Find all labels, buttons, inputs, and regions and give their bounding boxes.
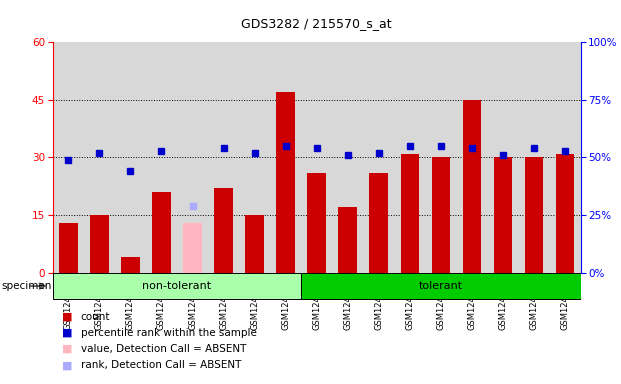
Bar: [525, 157, 543, 273]
Text: GDS3282 / 215570_s_at: GDS3282 / 215570_s_at: [242, 17, 392, 30]
Text: specimen: specimen: [1, 281, 52, 291]
Text: ■: ■: [62, 344, 73, 354]
Bar: [369, 173, 388, 273]
Bar: [494, 157, 512, 273]
Bar: [338, 207, 357, 273]
Text: ■: ■: [62, 360, 73, 370]
Text: tolerant: tolerant: [419, 281, 463, 291]
Bar: [183, 223, 202, 273]
Bar: [121, 257, 140, 273]
Bar: [307, 173, 326, 273]
Text: rank, Detection Call = ABSENT: rank, Detection Call = ABSENT: [81, 360, 241, 370]
Bar: [432, 157, 450, 273]
Text: non-tolerant: non-tolerant: [142, 281, 212, 291]
Bar: [245, 215, 264, 273]
Bar: [90, 215, 109, 273]
Bar: [401, 154, 419, 273]
Text: ■: ■: [62, 312, 73, 322]
Bar: [152, 192, 171, 273]
Bar: [556, 154, 574, 273]
Bar: [276, 92, 295, 273]
Bar: [214, 188, 233, 273]
Bar: [53, 273, 301, 299]
Text: ■: ■: [62, 328, 73, 338]
Bar: [463, 100, 481, 273]
Bar: [59, 223, 78, 273]
Text: count: count: [81, 312, 111, 322]
Text: value, Detection Call = ABSENT: value, Detection Call = ABSENT: [81, 344, 246, 354]
Bar: [301, 273, 581, 299]
Text: percentile rank within the sample: percentile rank within the sample: [81, 328, 256, 338]
